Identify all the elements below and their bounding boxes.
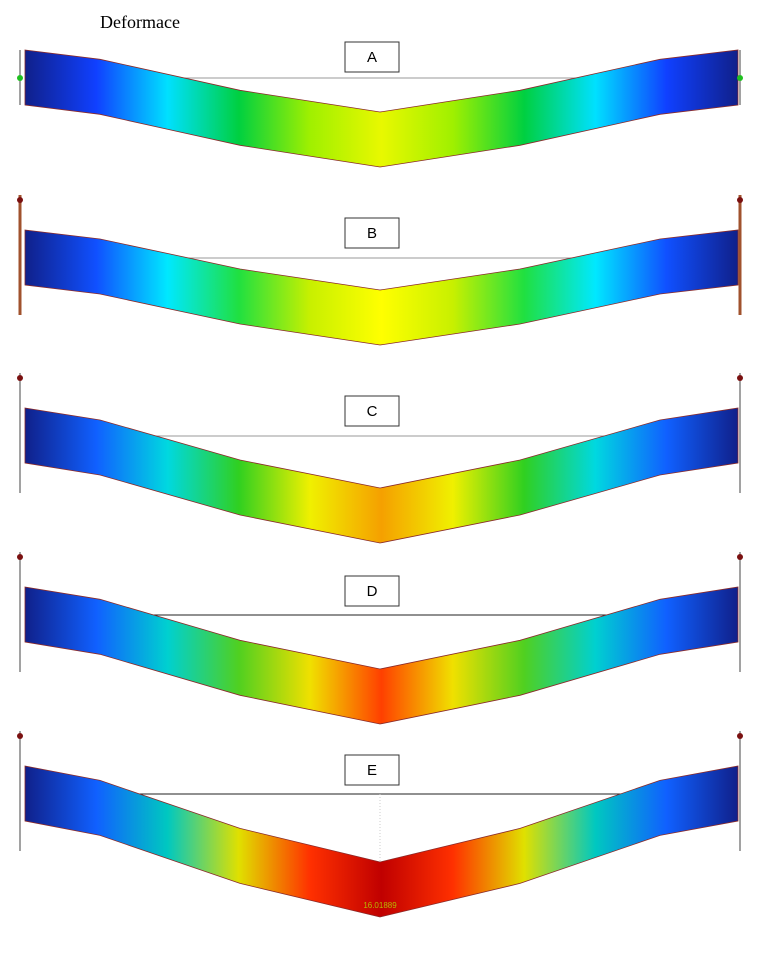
deformed-beam	[24, 49, 739, 168]
support-node	[17, 197, 23, 203]
support-node	[737, 375, 743, 381]
deformed-beam	[24, 407, 739, 544]
support-node	[17, 375, 23, 381]
panel-label: B	[367, 225, 377, 242]
support-node	[737, 733, 743, 739]
label-box	[344, 575, 400, 607]
deformed-beam	[24, 229, 739, 346]
support-node	[17, 554, 23, 560]
panel-label: A	[367, 49, 377, 66]
panel-label: C	[367, 403, 378, 420]
label-box	[344, 41, 400, 73]
deformed-beam	[24, 765, 739, 918]
label-box	[344, 217, 400, 249]
support-node	[17, 733, 23, 739]
support-node	[737, 75, 743, 81]
panel-label: E	[367, 762, 377, 779]
support-node	[737, 554, 743, 560]
support-node	[17, 75, 23, 81]
figure-title: Deformace	[100, 12, 180, 32]
deformed-beam	[24, 586, 739, 725]
label-box	[344, 395, 400, 427]
max-value: 16.01889	[363, 901, 397, 910]
label-box	[344, 754, 400, 786]
panel-label: D	[367, 583, 378, 600]
support-node	[737, 197, 743, 203]
